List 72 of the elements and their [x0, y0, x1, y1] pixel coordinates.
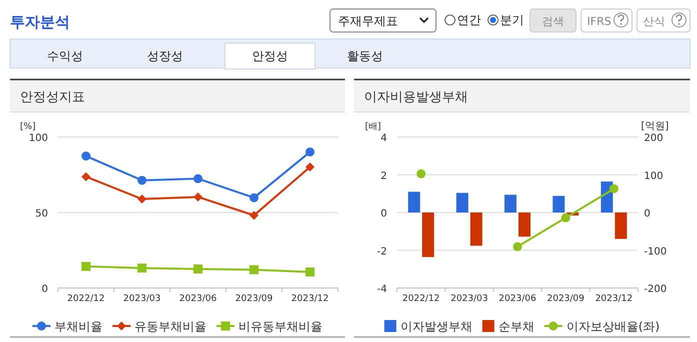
x-tick-label: 2023/03 [450, 294, 488, 304]
text: 검색 [542, 15, 564, 28]
text: 투자분석 [10, 13, 70, 31]
y2-axis-title: [억원] [641, 121, 669, 132]
text: 연간 [457, 13, 481, 27]
x-tick-label: 2022/12 [67, 294, 105, 304]
y2-tick-label: 0 [644, 208, 650, 220]
legend-label: 비유동부채비율 [238, 320, 322, 334]
point [194, 192, 202, 202]
x-tick-label: 2023/03 [123, 294, 161, 304]
point [306, 147, 314, 156]
legend-label: 부채비율 [54, 320, 102, 334]
x-tick-label: 2023/06 [498, 294, 536, 304]
text: 안정성 [252, 49, 288, 63]
point [82, 152, 90, 161]
point [138, 264, 146, 273]
y2-tick-label: 100 [644, 170, 664, 182]
bar [552, 196, 565, 212]
point [416, 169, 426, 178]
legend-label: 유동부채비율 [134, 320, 206, 334]
point [250, 193, 258, 202]
x-tick-label: 2023/09 [235, 294, 273, 304]
y-tick-label: 50 [35, 208, 48, 220]
point [194, 174, 202, 184]
legend-label: 순부채 [498, 320, 534, 334]
text: 성장성 [147, 49, 183, 63]
point [250, 265, 258, 274]
y-tick-label: 2 [380, 170, 387, 182]
bar [504, 194, 516, 212]
point [82, 262, 90, 271]
y2-tick-label: -200 [644, 284, 667, 295]
bar [408, 192, 420, 212]
bar [614, 212, 627, 239]
y2-tick-label: 200 [644, 133, 664, 144]
x-tick-label: 2023/12 [595, 294, 633, 304]
x-tick-label: 2023/06 [179, 294, 217, 304]
point [561, 213, 570, 222]
text: IFRS [587, 15, 612, 28]
point [306, 267, 314, 276]
chart-title: 이자비용발생부채 [364, 90, 468, 105]
point [306, 162, 314, 172]
y2-tick-label: -100 [644, 246, 667, 258]
point [513, 242, 522, 252]
bar [470, 212, 482, 246]
point [609, 184, 618, 194]
text: 주재무제표 [338, 14, 398, 28]
x-tick-label: 2023/12 [291, 294, 329, 304]
point [138, 176, 146, 185]
y-tick-label: 0 [42, 284, 48, 295]
point [82, 172, 90, 182]
legend-label: 이자발생부채 [400, 320, 472, 334]
y-axis-title: [%] [20, 122, 36, 132]
y-tick-label: 100 [28, 133, 48, 144]
point [138, 194, 146, 204]
point [194, 264, 202, 274]
text: 활동성 [347, 49, 383, 63]
text: 산식 [643, 15, 665, 28]
chart-title: 안정성지표 [20, 90, 85, 105]
y-axis-title: [배] [365, 122, 382, 132]
text: 수익성 [47, 49, 83, 63]
bar [422, 212, 434, 258]
y-tick-label: -2 [377, 246, 387, 258]
y-tick-label: -4 [377, 284, 387, 295]
y-tick-label: 0 [380, 208, 387, 220]
legend-label: 이자보상배율(좌) [566, 320, 660, 334]
text: 분기 [500, 13, 524, 27]
x-tick-label: 2022/12 [402, 294, 440, 304]
y-tick-label: 4 [380, 133, 387, 144]
point [250, 210, 258, 220]
bar [456, 192, 468, 212]
bar [518, 212, 530, 237]
x-tick-label: 2023/09 [547, 294, 585, 304]
